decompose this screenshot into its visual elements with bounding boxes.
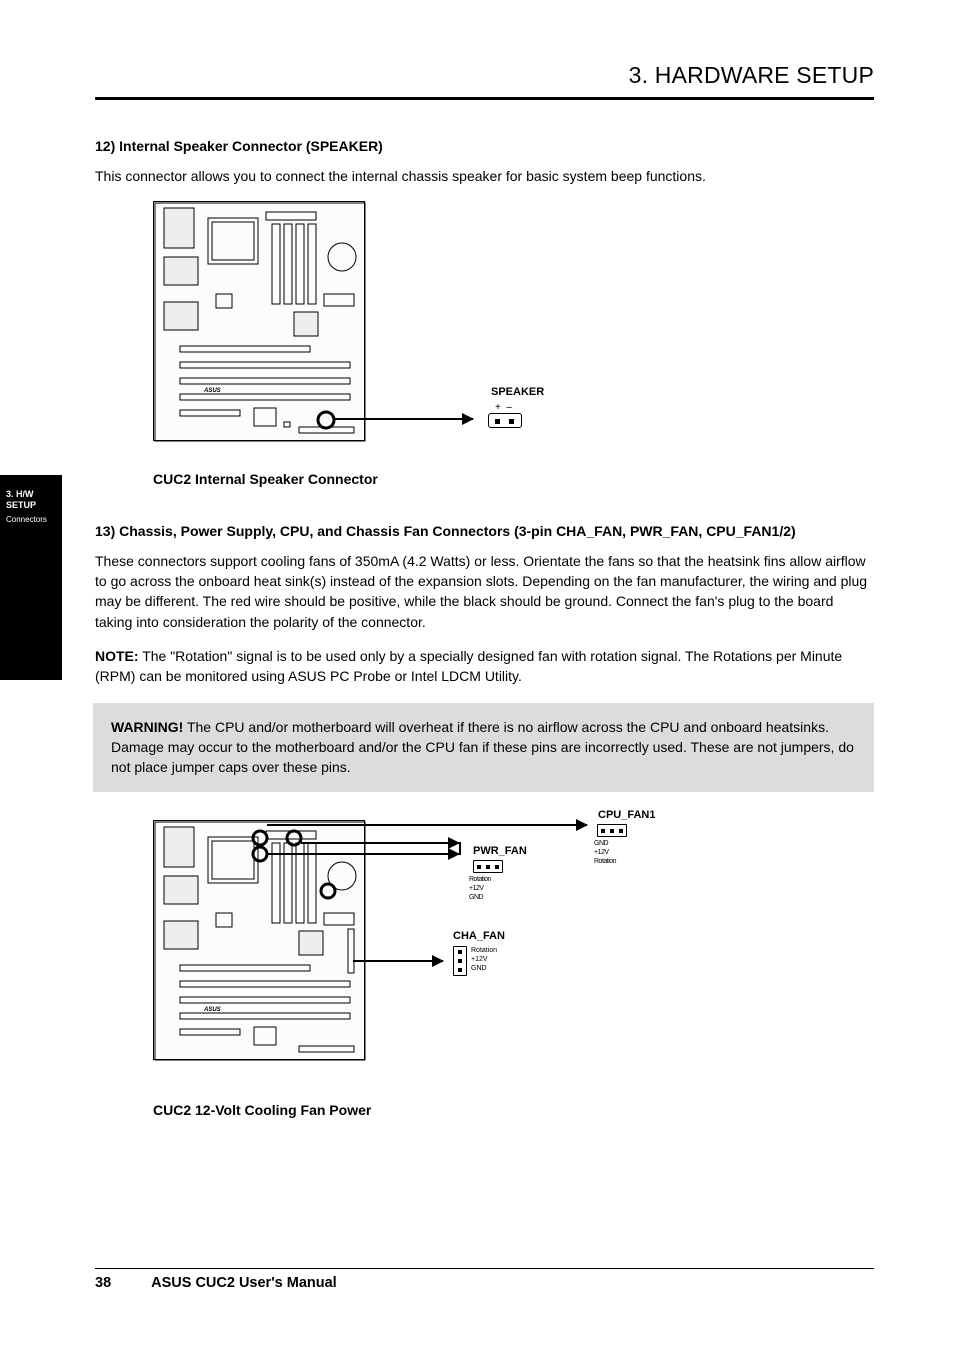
item-13-body: These connectors support cooling fans of… (95, 551, 874, 632)
item-13-heading: 13) Chassis, Power Supply, CPU, and Chas… (95, 521, 874, 541)
item-13-note: NOTE: The "Rotation" signal is to be use… (95, 646, 874, 687)
title-underline (95, 97, 874, 100)
svg-text:ASUS: ASUS (203, 388, 221, 394)
cha-fan-label: CHA_FAN (453, 930, 505, 942)
item-12-title: Internal Speaker Connector (SPEAKER) (119, 138, 383, 154)
speaker-connector-icon (488, 413, 522, 428)
item-13-note-text: The "Rotation" signal is to be used only… (95, 648, 842, 684)
item-12-heading: 12) Internal Speaker Connector (SPEAKER) (95, 136, 874, 156)
speaker-pin-polarity: + – (495, 401, 512, 414)
item-12-body: This connector allows you to connect the… (95, 166, 874, 186)
cpu-fan1-label: CPU_FAN1 (598, 809, 655, 821)
figure-speaker: ASUS SPEAKER + – (153, 201, 874, 461)
item-13-number: 13) (95, 523, 115, 539)
callout-arrow-cpu2-vert (459, 842, 461, 855)
callout-arrow-cha (353, 960, 443, 962)
page-title: 3. HARDWARE SETUP (95, 62, 874, 89)
callout-arrow-pwr (301, 842, 459, 844)
sidebar-subsection-label: Connectors (6, 515, 56, 525)
figure-fans: ASUS CPU_FAN1 GND +12V Rotation P (153, 812, 874, 1092)
cpu-fan1-pins: GND +12V Rotation (594, 839, 616, 866)
section-side-tab: 3. H/W SETUP Connectors (0, 475, 62, 680)
pwr-fan-icon (473, 860, 503, 873)
warning-box: WARNING! The CPU and/or motherboard will… (93, 703, 874, 792)
figure-fans-caption: CUC2 12-Volt Cooling Fan Power (153, 1102, 874, 1118)
footer-manual-title: ASUS CUC2 User's Manual (151, 1275, 337, 1291)
motherboard-diagram-1: ASUS (153, 201, 365, 441)
callout-arrow-speaker (333, 418, 473, 420)
svg-text:ASUS: ASUS (203, 1007, 221, 1013)
figure-speaker-caption: CUC2 Internal Speaker Connector (153, 471, 874, 487)
warning-text: The CPU and/or motherboard will overheat… (111, 719, 854, 776)
motherboard-diagram-2: ASUS (153, 820, 365, 1060)
callout-arrow-cpu2 (267, 853, 459, 855)
document-page: 3. HARDWARE SETUP 12) Internal Speaker C… (0, 0, 954, 1351)
cha-fan-pins: Rotation +12V GND (471, 946, 497, 973)
page-footer: 38 ASUS CUC2 User's Manual (95, 1260, 874, 1291)
item-12-number: 12) (95, 138, 115, 154)
callout-arrow-cpu1 (267, 824, 587, 826)
sidebar-section-label: 3. H/W SETUP (6, 489, 56, 511)
pwr-fan-pins: Rotation +12V GND (469, 875, 491, 902)
page-number: 38 (95, 1275, 111, 1291)
speaker-connector-label: SPEAKER (491, 386, 544, 398)
item-13-title: Chassis, Power Supply, CPU, and Chassis … (119, 523, 796, 539)
cpu-fan1-icon (597, 824, 627, 837)
pwr-fan-label: PWR_FAN (473, 845, 527, 857)
cha-fan-icon (453, 946, 467, 976)
